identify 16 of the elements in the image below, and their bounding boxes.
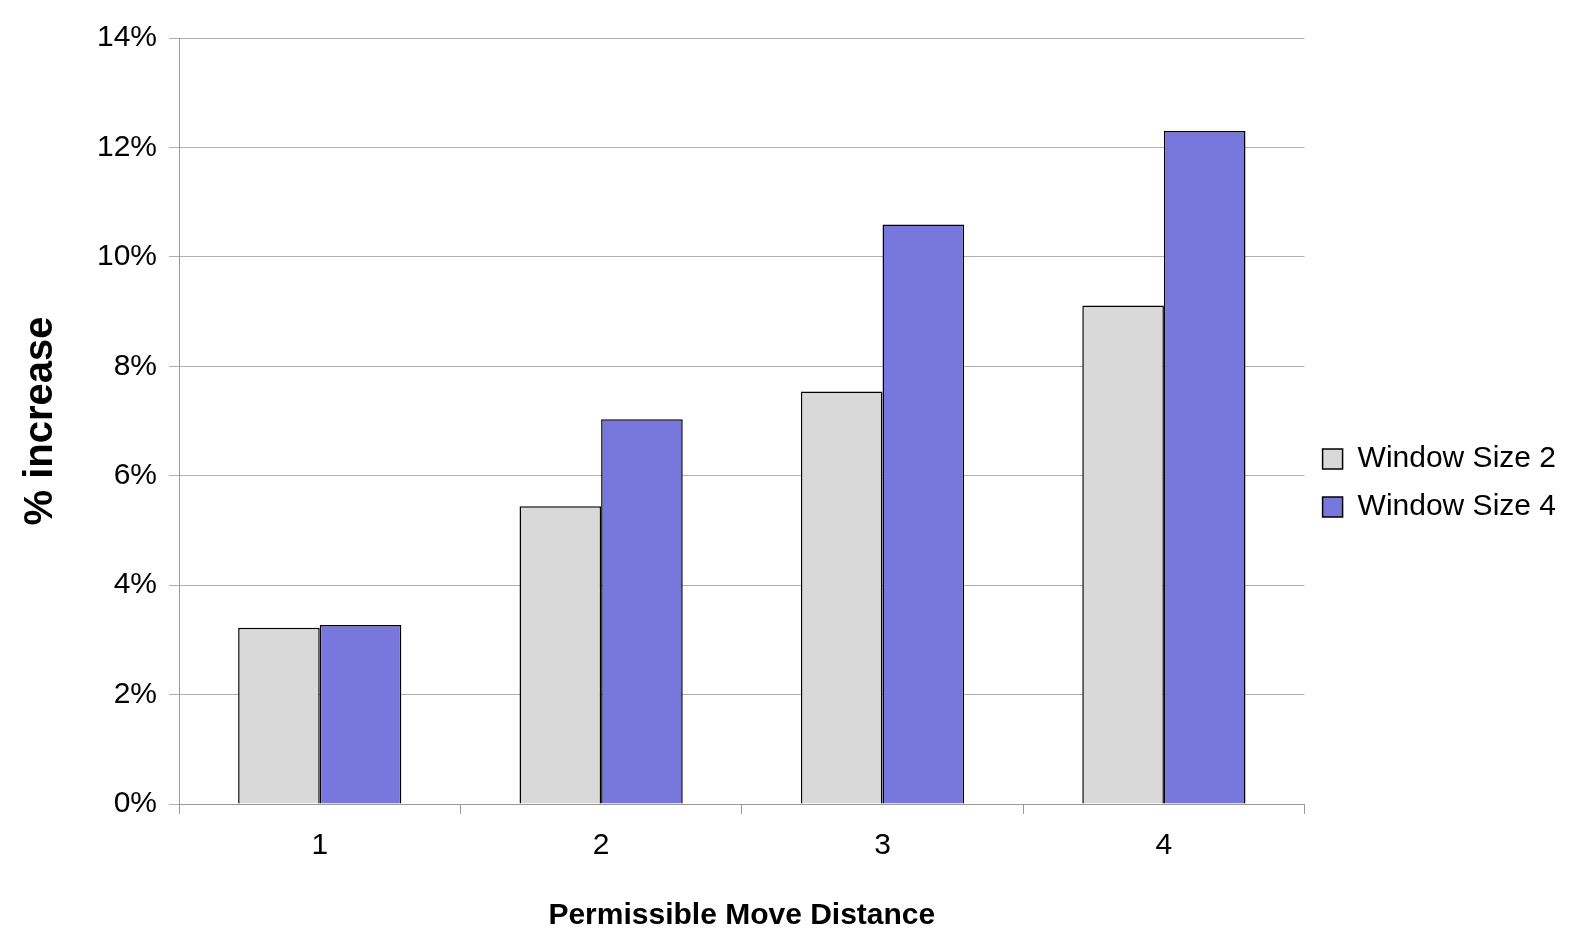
y-tick-label: 6% [113, 456, 158, 490]
y-tick-label: 12% [97, 128, 158, 162]
y-tick-label: 2% [113, 675, 158, 709]
y-tick-label: 10% [97, 238, 158, 272]
x-tick-label: 1 [311, 827, 329, 861]
x-tick-label: 4 [1155, 827, 1173, 861]
y-axis-title: % increase [16, 316, 61, 526]
y-tick-label: 14% [97, 19, 158, 53]
x-tick-label: 3 [874, 827, 891, 861]
y-tick-label: 0% [113, 785, 158, 819]
y-tick-label: 4% [113, 566, 158, 600]
x-tick-label: 2 [592, 827, 610, 861]
y-tick-label: 8% [113, 347, 158, 381]
x-axis-title: Permissible Move Distance [548, 897, 936, 931]
legend-label: Window Size 2 [1357, 440, 1557, 474]
legend-label: Window Size 4 [1357, 488, 1557, 522]
